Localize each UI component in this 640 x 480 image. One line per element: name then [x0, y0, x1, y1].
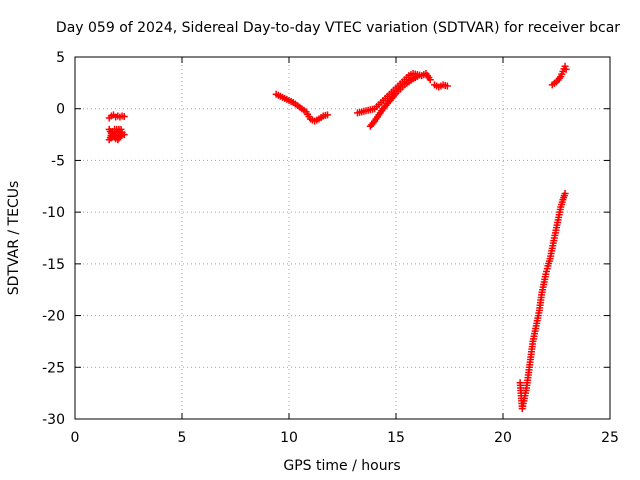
data-point: [562, 65, 570, 73]
y-tick-label: -10: [42, 205, 65, 221]
data-points: [105, 62, 570, 413]
axis-ticks: 0 5 10 15 20 25 5 0 -5 -10 -15 -20 -25 -30: [42, 50, 619, 446]
y-tick-label: 0: [56, 102, 65, 118]
data-point: [561, 62, 569, 70]
plot-frame: [74, 56, 611, 420]
x-tick-label: 10: [280, 430, 298, 446]
x-tick-label: 25: [601, 430, 619, 446]
x-tick-label: 20: [494, 430, 512, 446]
x-tick-label: 5: [178, 430, 187, 446]
x-axis-label: GPS time / hours: [283, 458, 400, 474]
data-point: [443, 82, 451, 90]
x-tick-label: 0: [71, 430, 80, 446]
y-tick-label: -30: [42, 412, 65, 428]
data-point: [413, 73, 421, 81]
data-point: [426, 76, 434, 84]
y-tick-label: -5: [51, 153, 65, 169]
y-tick-label: 5: [56, 50, 65, 66]
data-point: [120, 112, 128, 120]
grid: [75, 57, 610, 419]
data-point: [105, 136, 113, 144]
y-tick-label: -25: [42, 360, 65, 376]
x-tick-label: 15: [387, 430, 405, 446]
data-point: [561, 190, 569, 198]
data-point: [324, 111, 332, 119]
y-axis-label: SDTVAR / TECUs: [6, 181, 22, 296]
y-tick-label: -20: [42, 309, 65, 325]
y-tick-label: -15: [42, 257, 65, 273]
chart-title: Day 059 of 2024, Sidereal Day-to-day VTE…: [56, 20, 620, 36]
